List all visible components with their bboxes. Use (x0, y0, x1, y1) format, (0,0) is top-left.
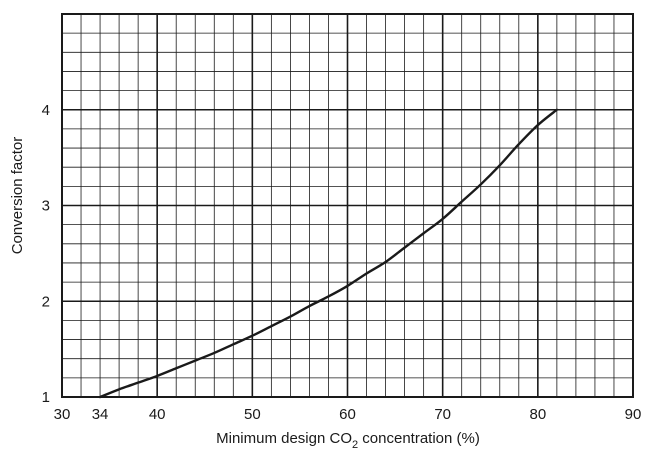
x-tick-label: 30 (54, 406, 71, 423)
x-tick-label: 50 (244, 406, 261, 423)
x-tick-label: 90 (625, 406, 642, 423)
x-axis-label-suffix: concentration (%) (358, 430, 480, 447)
plot-frame (61, 13, 634, 398)
x-axis-label-prefix: Minimum design CO (216, 430, 352, 447)
x-tick-labels: 30 34 40 50 60 70 80 90 (54, 406, 642, 423)
x-axis-label: Minimum design CO2 concentration (%) (216, 430, 480, 451)
x-tick-label: 40 (149, 406, 166, 423)
x-tick-label: 80 (529, 406, 546, 423)
x-tick-label: 70 (434, 406, 451, 423)
y-tick-label: 4 (42, 102, 50, 119)
y-tick-label: 1 (42, 389, 50, 406)
x-tick-label: 60 (339, 406, 356, 423)
conversion-factor-curve (98, 108, 559, 399)
y-tick-labels: 1 2 3 4 (42, 102, 50, 406)
y-tick-label: 2 (42, 293, 50, 310)
y-tick-label: 3 (42, 198, 50, 215)
x-axis-label-subscript: 2 (352, 439, 358, 451)
x-tick-label: 34 (92, 406, 109, 423)
y-axis-label: Conversion factor (9, 137, 26, 255)
